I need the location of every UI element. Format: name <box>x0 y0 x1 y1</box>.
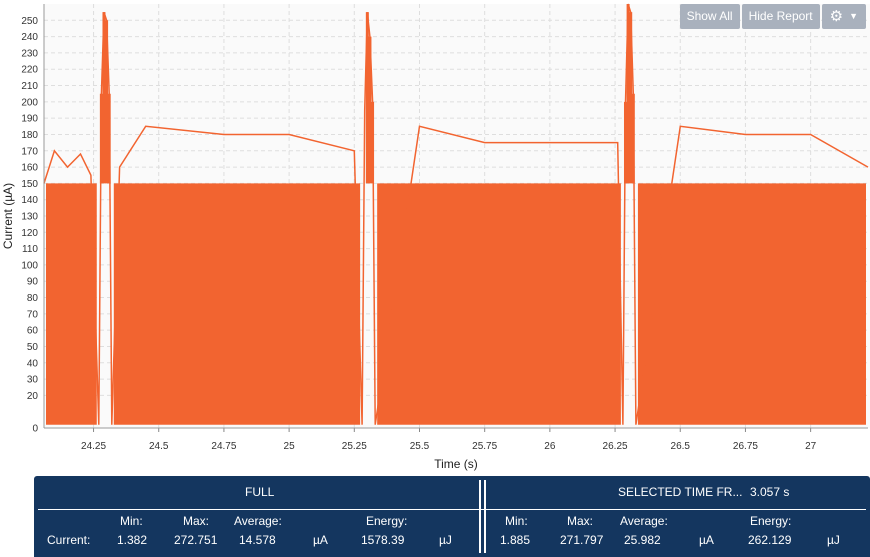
y-tick-label: 0 <box>32 424 38 435</box>
y-tick-label: 220 <box>21 65 38 76</box>
full-min-label: Min: <box>120 514 143 528</box>
y-tick-label: 180 <box>21 130 38 141</box>
full-average-label: Average: <box>234 514 282 528</box>
chart-toolbar: Show All Hide Report ⚙ ▼ <box>679 4 866 29</box>
trace-layer <box>43 3 869 425</box>
full-current-unit: µA <box>313 533 328 547</box>
selected-section-title: SELECTED TIME FR... <box>618 485 743 499</box>
y-tick-label: 80 <box>27 293 39 304</box>
section-divider-left <box>479 480 481 553</box>
full-energy-value: 1578.39 <box>361 533 405 547</box>
y-tick-label: 120 <box>21 228 38 239</box>
y-tick-label: 250 <box>21 16 38 27</box>
y-tick-label: 210 <box>21 81 38 92</box>
y-tick-label: 160 <box>21 163 38 174</box>
x-tick-label: 24.5 <box>149 441 169 452</box>
full-average-value: 14.578 <box>239 533 276 547</box>
y-tick-label: 140 <box>21 195 38 206</box>
selected-average-value: 25.982 <box>624 533 661 547</box>
current-chart[interactable]: 0 20 30 40 50 60 70 80 90 100 110 120 130 140 150 160 17… <box>0 0 870 476</box>
selected-current-unit: µA <box>699 533 714 547</box>
section-divider-right <box>484 480 486 553</box>
current-row-label: Current: <box>47 533 91 547</box>
selected-average-label: Average: <box>620 514 668 528</box>
x-axis-title: Time (s) <box>434 457 478 471</box>
trace-dense-band <box>46 183 97 425</box>
x-tick-label: 25.25 <box>342 441 367 452</box>
x-tick-label: 24.75 <box>211 441 236 452</box>
trace-dense-band <box>637 183 866 425</box>
gear-icon: ⚙ <box>829 8 844 25</box>
y-tick-label: 200 <box>21 97 38 108</box>
show-all-button[interactable]: Show All <box>679 4 740 29</box>
settings-menu-button[interactable]: ⚙ ▼ <box>821 4 866 29</box>
x-tick-label: 26.5 <box>671 441 691 452</box>
caret-down-icon: ▼ <box>849 11 858 21</box>
y-tick-label: 40 <box>27 358 39 369</box>
selected-min-value: 1.885 <box>500 533 531 547</box>
y-tick-label: 130 <box>21 212 38 223</box>
y-tick-label: 150 <box>21 179 38 190</box>
full-min-value: 1.382 <box>117 533 148 547</box>
y-tick-label: 240 <box>21 32 38 43</box>
x-tick-label: 25.5 <box>410 441 430 452</box>
header-divider <box>38 509 866 510</box>
selected-energy-unit: µJ <box>827 533 840 547</box>
y-axis-title: Current (µA) <box>1 183 15 249</box>
y-tick-label: 170 <box>21 146 38 157</box>
selected-duration: 3.057 s <box>750 485 790 499</box>
full-max-label: Max: <box>183 514 210 528</box>
trace-dense-band <box>113 183 361 425</box>
x-tick-label: 26 <box>544 441 556 452</box>
full-max-value: 272.751 <box>174 533 218 547</box>
y-tick-label: 30 <box>27 375 39 386</box>
selected-max-label: Max: <box>567 514 594 528</box>
selected-min-label: Min: <box>505 514 528 528</box>
x-tick-label: 25 <box>284 441 296 452</box>
y-tick-label: 20 <box>27 391 39 402</box>
trace-dense-band <box>377 183 621 425</box>
full-section-title: FULL <box>245 485 275 499</box>
x-tick-label: 27 <box>805 441 817 452</box>
y-tick-label: 230 <box>21 48 38 59</box>
selected-energy-label: Energy: <box>750 514 792 528</box>
full-energy-label: Energy: <box>366 514 408 528</box>
x-tick-label: 25.75 <box>472 441 497 452</box>
y-tick-label: 70 <box>27 309 39 320</box>
x-tick-label: 24.25 <box>81 441 106 452</box>
axes: 0 20 30 40 50 60 70 80 90 100 110 120 130 140 150 160 17… <box>21 4 868 452</box>
report-panel: FULL SELECTED TIME FR... 3.057 s Current… <box>34 476 870 557</box>
full-energy-unit: µJ <box>439 533 452 547</box>
y-tick-label: 110 <box>22 244 38 255</box>
x-tick-label: 26.25 <box>603 441 628 452</box>
selected-energy-value: 262.129 <box>748 533 792 547</box>
y-tick-label: 190 <box>21 114 38 125</box>
x-tick-label: 26.75 <box>733 441 758 452</box>
hide-report-button[interactable]: Hide Report <box>741 4 820 29</box>
selected-max-value: 271.797 <box>560 533 604 547</box>
y-tick-label: 50 <box>27 342 39 353</box>
y-tick-label: 90 <box>27 277 39 288</box>
y-tick-label: 60 <box>27 326 39 337</box>
y-tick-label: 100 <box>21 260 38 271</box>
